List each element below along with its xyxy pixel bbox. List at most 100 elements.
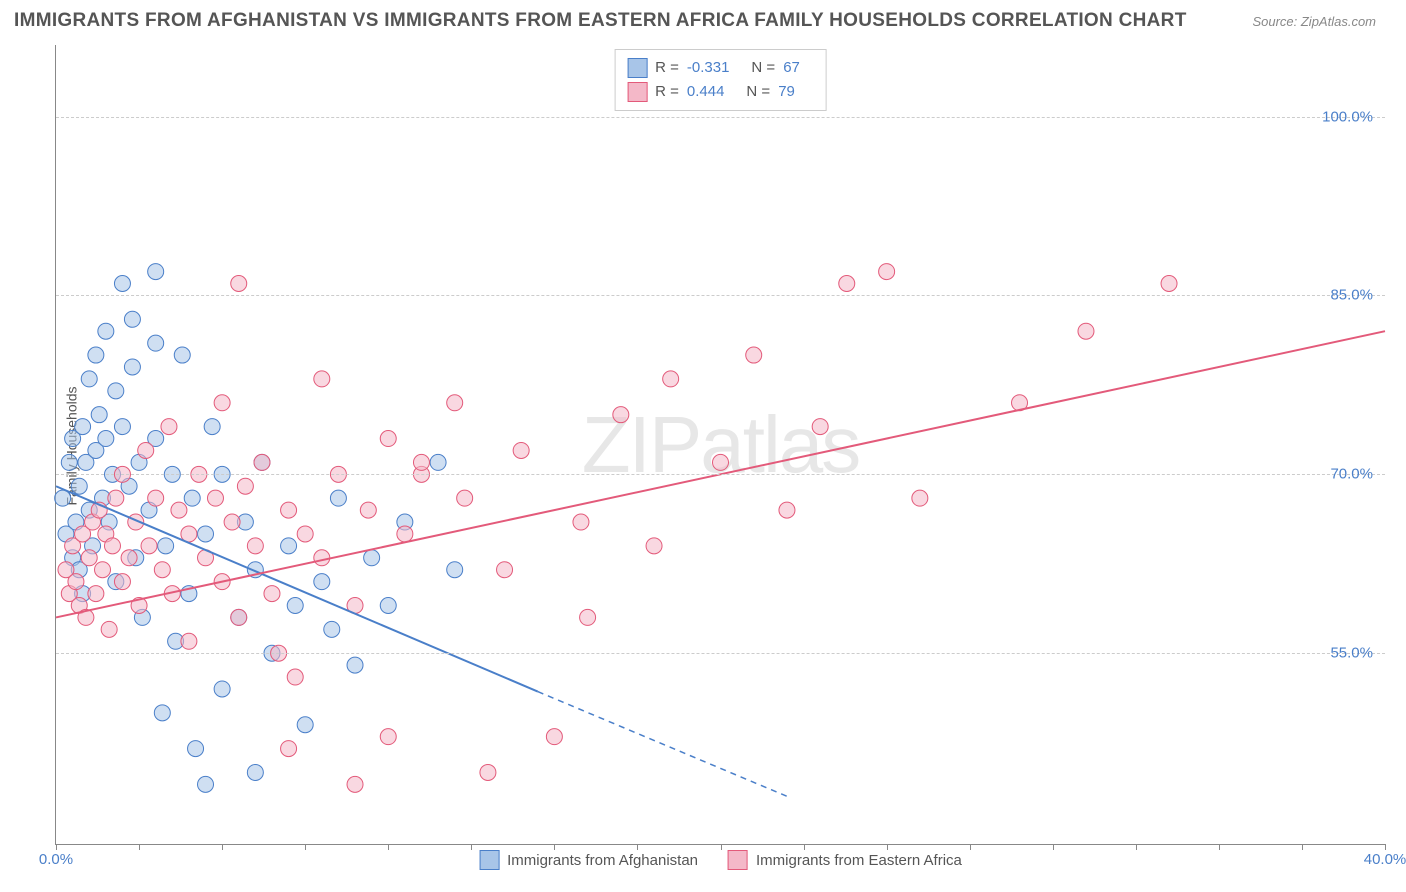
legend-n-label: N = [751,56,775,80]
data-point [81,371,97,387]
data-point [613,407,629,423]
data-point [247,538,263,554]
data-point [148,490,164,506]
data-point [154,562,170,578]
x-tick [1219,844,1220,850]
data-point [297,717,313,733]
data-point [779,502,795,518]
data-point [360,502,376,518]
data-point [746,347,762,363]
data-point [124,311,140,327]
data-point [297,526,313,542]
x-tick [1302,844,1303,850]
data-point [912,490,928,506]
data-point [324,621,340,637]
x-tick [721,844,722,850]
data-point [141,538,157,554]
data-point [447,395,463,411]
legend-series-label: Immigrants from Eastern Africa [756,852,962,869]
data-point [158,538,174,554]
data-point [171,502,187,518]
data-point [413,454,429,470]
chart-svg [56,45,1385,844]
data-point [114,276,130,292]
x-tick [222,844,223,850]
legend-r-label: R = [655,80,679,104]
data-point [287,669,303,685]
data-point [204,419,220,435]
data-point [71,478,87,494]
data-point [380,597,396,613]
data-point [198,526,214,542]
x-tick-label: 40.0% [1364,851,1406,868]
data-point [161,419,177,435]
data-point [347,657,363,673]
legend-n-label: N = [746,80,770,104]
data-point [81,550,97,566]
data-point [91,407,107,423]
data-point [108,383,124,399]
data-point [287,597,303,613]
legend-correlation: R = -0.331 N = 67 R = 0.444 N = 79 [614,49,827,111]
data-point [264,586,280,602]
legend-row-eastern-africa: R = 0.444 N = 79 [627,80,814,104]
x-tick [970,844,971,850]
x-tick [887,844,888,850]
data-point [207,490,223,506]
data-point [330,490,346,506]
gridline [56,295,1385,296]
data-point [1078,323,1094,339]
data-point [148,264,164,280]
data-point [114,419,130,435]
data-point [88,586,104,602]
data-point [314,371,330,387]
data-point [154,705,170,721]
data-point [380,431,396,447]
data-point [68,574,84,590]
legend-r-value-eastern-africa: 0.444 [687,80,725,104]
data-point [214,681,230,697]
legend-series-label: Immigrants from Afghanistan [507,852,698,869]
data-point [224,514,240,530]
data-point [646,538,662,554]
data-point [480,764,496,780]
data-point [121,550,137,566]
data-point [214,395,230,411]
plot-area: ZIPatlas R = -0.331 N = 67 R = 0.444 N =… [55,45,1385,845]
x-tick [471,844,472,850]
data-point [95,562,111,578]
data-point [430,454,446,470]
data-point [397,526,413,542]
data-point [513,442,529,458]
data-point [98,323,114,339]
data-point [254,454,270,470]
data-point [380,729,396,745]
legend-swatch-icon [479,850,499,870]
data-point [104,538,120,554]
legend-r-value-afghanistan: -0.331 [687,56,730,80]
data-point [188,741,204,757]
legend-r-label: R = [655,56,679,80]
y-tick-label: 100.0% [1322,108,1373,125]
x-tick [554,844,555,850]
data-point [184,490,200,506]
data-point [281,502,297,518]
x-tick [1136,844,1137,850]
data-point [88,347,104,363]
data-point [663,371,679,387]
data-point [108,490,124,506]
legend-swatch-icon [728,850,748,870]
data-point [497,562,513,578]
trend-line [56,486,538,691]
data-point [364,550,380,566]
data-point [314,550,330,566]
x-tick [305,844,306,850]
chart-title: IMMIGRANTS FROM AFGHANISTAN VS IMMIGRANT… [14,10,1187,32]
legend-item-eastern-africa: Immigrants from Eastern Africa [728,850,962,870]
data-point [713,454,729,470]
data-point [98,431,114,447]
data-point [237,478,253,494]
data-point [546,729,562,745]
x-tick [804,844,805,850]
x-tick [56,844,57,850]
